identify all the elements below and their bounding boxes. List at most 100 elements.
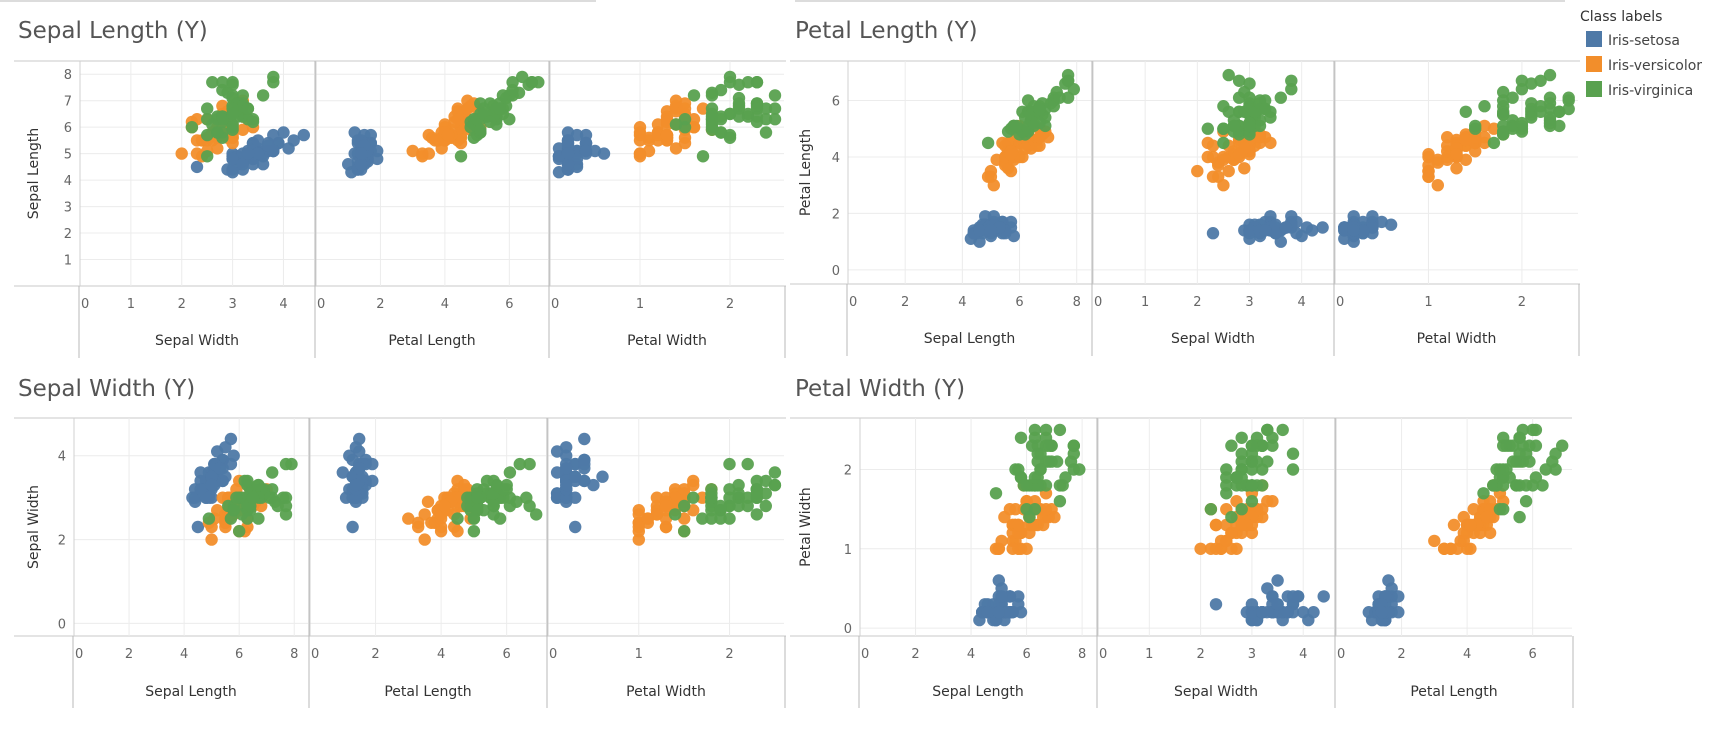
data-point[interactable] xyxy=(678,102,692,115)
data-point[interactable] xyxy=(1529,423,1543,437)
data-point[interactable] xyxy=(503,491,517,504)
data-point[interactable] xyxy=(1497,479,1510,492)
data-point[interactable] xyxy=(973,224,986,237)
data-point[interactable] xyxy=(1243,91,1256,104)
data-point[interactable] xyxy=(714,113,728,126)
data-point[interactable] xyxy=(1017,479,1030,492)
data-point[interactable] xyxy=(425,516,438,529)
data-point[interactable] xyxy=(467,525,481,538)
data-point[interactable] xyxy=(1256,439,1269,452)
data-point[interactable] xyxy=(516,70,529,84)
data-point[interactable] xyxy=(201,150,214,163)
data-point[interactable] xyxy=(1480,510,1494,524)
data-point[interactable] xyxy=(687,89,701,102)
data-point[interactable] xyxy=(513,457,526,471)
data-point[interactable] xyxy=(989,487,1003,500)
data-point[interactable] xyxy=(354,147,368,160)
data-point[interactable] xyxy=(560,462,573,475)
data-point[interactable] xyxy=(406,144,419,158)
data-point[interactable] xyxy=(523,457,536,471)
data-point[interactable] xyxy=(1039,423,1053,437)
data-point[interactable] xyxy=(1003,503,1017,516)
data-point[interactable] xyxy=(471,491,484,504)
data-point[interactable] xyxy=(448,115,461,129)
data-point[interactable] xyxy=(578,432,591,446)
data-point[interactable] xyxy=(461,102,474,115)
data-point[interactable] xyxy=(1305,224,1319,237)
data-point[interactable] xyxy=(241,147,255,160)
data-point[interactable] xyxy=(632,520,645,534)
data-point[interactable] xyxy=(246,491,260,504)
data-point[interactable] xyxy=(641,512,654,525)
data-point[interactable] xyxy=(1428,534,1441,548)
data-point[interactable] xyxy=(227,504,240,517)
data-point[interactable] xyxy=(226,107,239,121)
data-point[interactable] xyxy=(1515,116,1529,130)
data-point[interactable] xyxy=(216,113,229,126)
data-point[interactable] xyxy=(1235,431,1248,444)
data-point[interactable] xyxy=(1073,463,1086,476)
data-point[interactable] xyxy=(523,499,536,513)
data-point[interactable] xyxy=(1525,77,1538,90)
data-point[interactable] xyxy=(267,128,280,142)
data-point[interactable] xyxy=(1515,83,1529,96)
data-point[interactable] xyxy=(995,534,1008,548)
data-point[interactable] xyxy=(1033,131,1046,144)
data-point[interactable] xyxy=(1286,463,1300,476)
data-point[interactable] xyxy=(1225,439,1238,452)
data-point[interactable] xyxy=(569,520,582,534)
data-point[interactable] xyxy=(678,525,691,538)
data-point[interactable] xyxy=(1039,503,1053,516)
data-point[interactable] xyxy=(277,126,290,139)
data-point[interactable] xyxy=(256,89,270,102)
data-point[interactable] xyxy=(1441,131,1454,144)
data-point[interactable] xyxy=(1271,598,1284,611)
data-point[interactable] xyxy=(1053,423,1067,437)
data-point[interactable] xyxy=(496,89,510,102)
data-point[interactable] xyxy=(1553,105,1566,119)
data-point[interactable] xyxy=(530,508,543,521)
data-point[interactable] xyxy=(560,441,573,454)
data-point[interactable] xyxy=(750,474,763,488)
data-point[interactable] xyxy=(1285,83,1298,96)
data-point[interactable] xyxy=(1243,119,1256,133)
data-point[interactable] xyxy=(1478,100,1491,113)
data-point[interactable] xyxy=(1510,479,1523,492)
data-point[interactable] xyxy=(366,474,379,488)
data-point[interactable] xyxy=(660,128,674,142)
data-point[interactable] xyxy=(1014,431,1028,444)
data-point[interactable] xyxy=(1220,534,1233,548)
data-point[interactable] xyxy=(1266,495,1279,508)
data-point[interactable] xyxy=(1483,526,1497,540)
data-point[interactable] xyxy=(1261,606,1274,619)
data-point[interactable] xyxy=(1232,74,1246,88)
data-point[interactable] xyxy=(1217,122,1230,135)
data-point[interactable] xyxy=(251,147,265,160)
data-point[interactable] xyxy=(1053,91,1066,104)
data-point[interactable] xyxy=(1366,221,1379,234)
data-point[interactable] xyxy=(1356,224,1370,237)
data-point[interactable] xyxy=(1392,606,1405,619)
data-point[interactable] xyxy=(1384,218,1398,231)
data-point[interactable] xyxy=(1347,224,1360,237)
data-point[interactable] xyxy=(483,115,497,129)
data-point[interactable] xyxy=(487,508,500,521)
data-point[interactable] xyxy=(438,499,451,513)
data-point[interactable] xyxy=(525,76,539,89)
data-point[interactable] xyxy=(1534,105,1547,119)
data-point[interactable] xyxy=(236,123,249,136)
data-point[interactable] xyxy=(371,144,384,158)
data-point[interactable] xyxy=(1261,423,1274,437)
data-point[interactable] xyxy=(1459,133,1473,147)
data-point[interactable] xyxy=(1261,455,1274,468)
data-point[interactable] xyxy=(297,128,310,142)
data-point[interactable] xyxy=(1025,439,1039,452)
data-point[interactable] xyxy=(1194,542,1207,555)
data-point[interactable] xyxy=(336,466,349,479)
legend-label-virginica[interactable]: Iris-virginica xyxy=(1608,83,1693,99)
data-point[interactable] xyxy=(238,474,251,488)
data-point[interactable] xyxy=(696,150,710,163)
data-point[interactable] xyxy=(1562,91,1575,104)
legend-swatch-versicolor[interactable] xyxy=(1586,56,1602,72)
data-point[interactable] xyxy=(1266,439,1279,452)
